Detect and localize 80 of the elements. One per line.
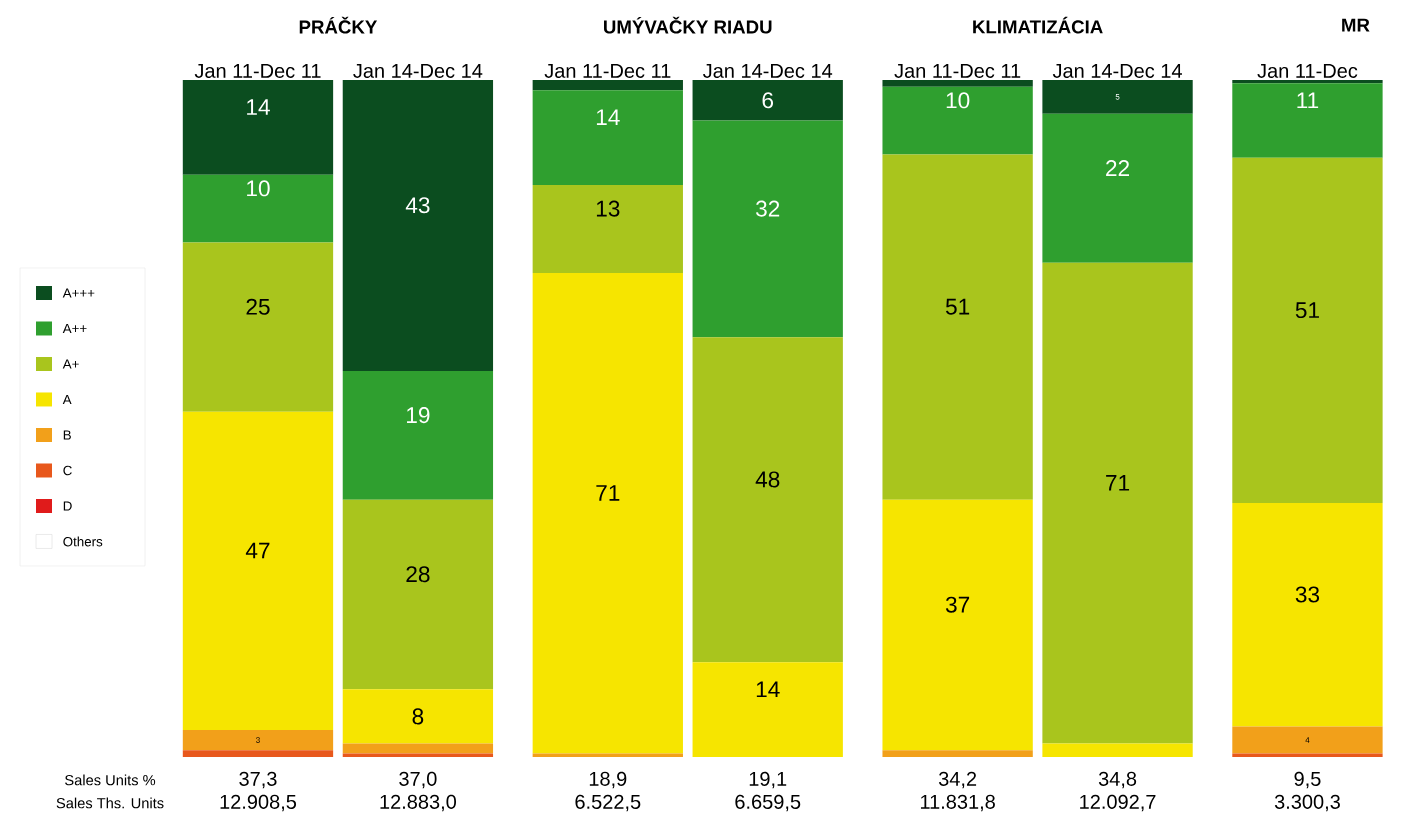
data-label: 71 xyxy=(1106,475,1130,491)
x-tick-label: Jan 11-Dec 11 xyxy=(894,63,1021,78)
bar xyxy=(532,272,683,754)
text: 12.883,0 xyxy=(380,794,457,812)
bar xyxy=(182,242,334,412)
data-label: 22 xyxy=(1106,160,1130,176)
bar xyxy=(182,729,334,751)
x-tick-label: Jan 14-Dec 14 xyxy=(703,63,833,78)
legend-label: D xyxy=(63,501,72,511)
text: 6.659,5 xyxy=(735,794,801,812)
data-label: 37 xyxy=(945,596,970,613)
bar xyxy=(1232,157,1383,504)
data-label: 5 xyxy=(1115,94,1120,100)
text: 37,3 xyxy=(239,771,277,789)
data-label: 10 xyxy=(247,180,270,197)
legend-label: A xyxy=(62,394,72,405)
bar xyxy=(1232,503,1383,727)
data-label: 48 xyxy=(755,471,780,488)
text: 6.522,5 xyxy=(575,794,641,812)
x-tick-label: Jan 11-Dec xyxy=(1257,63,1358,78)
data-label: 14 xyxy=(596,109,620,126)
text: 11.831,8 xyxy=(920,794,995,812)
text: 34,8 xyxy=(1098,771,1137,789)
bar xyxy=(882,499,1033,751)
bar xyxy=(532,90,683,185)
bar xyxy=(1232,726,1383,754)
text: KLIMATIZÁCIA xyxy=(973,16,1103,34)
data-label: 4 xyxy=(1305,737,1310,743)
text: MR xyxy=(1342,18,1370,32)
text: 12.092,7 xyxy=(1080,794,1156,812)
data-label: 19 xyxy=(407,407,430,424)
bar xyxy=(882,79,1033,87)
legend-label: C xyxy=(63,465,72,476)
data-label: 10 xyxy=(946,92,970,109)
data-label: 8 xyxy=(412,708,424,725)
data-label: 28 xyxy=(406,566,430,583)
x-tick-label: Jan 14-Dec 14 xyxy=(1052,63,1182,78)
text: 37,0 xyxy=(399,771,437,789)
data-label: 14 xyxy=(756,681,780,698)
bar xyxy=(182,750,334,757)
bar xyxy=(182,79,334,175)
x-tick-label: Jan 11-Dec 11 xyxy=(194,63,321,78)
x-tick-label: Jan 11-Dec 11 xyxy=(544,63,671,78)
text: 18,9 xyxy=(589,771,627,789)
bar xyxy=(182,174,334,243)
legend-label: A++ xyxy=(62,323,87,334)
data-label: 13 xyxy=(596,200,620,217)
text: 12.908,5 xyxy=(220,794,297,812)
data-label: 6 xyxy=(762,92,774,109)
data-label: 11 xyxy=(1297,92,1319,109)
bar xyxy=(882,86,1033,155)
bar xyxy=(532,79,683,91)
legend-label: A+ xyxy=(62,359,79,369)
data-label: 3 xyxy=(256,737,260,743)
text: 34,2 xyxy=(938,771,977,789)
text: 9,5 xyxy=(1294,771,1321,789)
text: UMÝVAČKY RIADU xyxy=(604,16,772,34)
text: Sales Units % xyxy=(65,774,156,786)
data-label: 33 xyxy=(1295,586,1320,603)
data-label: 47 xyxy=(245,542,270,559)
data-label: 43 xyxy=(405,197,430,214)
text: 19,1 xyxy=(749,771,787,789)
bar xyxy=(182,411,334,730)
legend-label: Others xyxy=(63,536,103,547)
data-label: 32 xyxy=(755,200,780,217)
data-label: 51 xyxy=(945,298,970,315)
bar xyxy=(1232,83,1383,158)
data-label: 71 xyxy=(596,485,620,501)
data-label: 14 xyxy=(247,99,270,115)
text: Sales Ths. Units xyxy=(56,797,164,809)
legend-label: B xyxy=(63,430,71,440)
x-tick-label: Jan 14-Dec 14 xyxy=(353,63,483,78)
bar xyxy=(882,154,1033,500)
text: PRÁČKY xyxy=(299,16,378,34)
data-label: 51 xyxy=(1295,302,1319,319)
bar xyxy=(882,750,1033,757)
data-label: 25 xyxy=(246,298,270,315)
legend-label: A+++ xyxy=(62,288,95,298)
text: 3.300,3 xyxy=(1274,794,1340,812)
bar xyxy=(532,184,683,273)
